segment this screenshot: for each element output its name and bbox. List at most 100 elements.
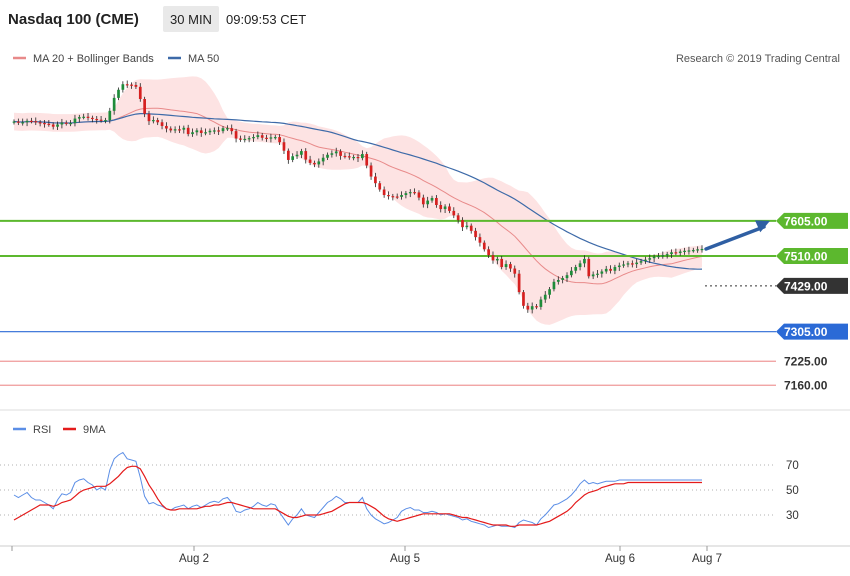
forecast-arrow-head [755,220,770,233]
candle-body [522,292,525,306]
candle-body [195,130,199,133]
candle-body [256,135,260,138]
candle-body [556,279,560,282]
candle-body [687,250,691,252]
candle-body [82,116,86,118]
rsi-legend-label: RSI [33,424,51,436]
candle-body [448,206,451,211]
candle-body [134,84,138,87]
candle-body [600,271,604,274]
candle-body [408,192,412,194]
level-tag-bg [776,277,848,294]
level-tag-label: 7510.00 [784,249,828,263]
candle-body [461,220,464,228]
level-tag-label: 7305.00 [784,325,828,339]
candle-body [491,255,495,261]
x-tick-label: Aug 7 [692,553,722,565]
candle-body [426,200,430,205]
candle-body [674,252,678,254]
candle-body [644,259,647,262]
candle-body [617,265,621,268]
candle-body [217,130,221,132]
candle-body [374,176,377,184]
candle-body [513,268,517,274]
header-time: 09:09:53 CET [226,12,306,27]
candle-body [99,119,103,121]
candle-body [182,127,186,130]
candle-body [178,129,181,131]
candle-body [391,196,395,198]
candle-body [639,261,643,263]
candle-body [230,128,234,132]
candle-body [369,165,373,177]
candle-body [343,155,347,158]
rsi-tick-label: 30 [786,510,799,522]
candle-body [112,97,116,111]
forecast-arrow [704,220,770,251]
level-tag-label: 7429.00 [784,279,828,293]
candle-body [169,128,173,131]
x-tick-label: Aug 6 [605,553,635,565]
candle-body [552,281,556,290]
rsi-line [13,451,702,529]
candle-body [443,206,447,210]
candle-body [199,130,203,133]
candle-body [295,154,299,157]
candle-body [456,215,460,221]
candle-body [609,268,612,271]
candle-body [361,154,364,159]
candle-body [404,193,408,196]
candle-body [382,189,386,196]
candle-body [413,192,416,194]
candle-body [252,137,255,139]
candle-body [613,267,617,271]
candle-body [604,268,608,272]
candle-body [34,121,38,123]
candle-body [578,263,582,268]
candle-body [221,128,225,132]
candle-body [439,205,443,210]
candle-body [191,132,194,135]
candle-body [626,263,630,265]
candle-body [487,249,490,256]
candle-body [121,84,125,90]
candle-body [247,138,251,140]
candle-body [17,121,20,123]
chart-header: Nasdaq 100 (CME) 30 MIN 09:09:53 CET [8,6,306,32]
candle-body [435,197,438,205]
candle-body [365,154,369,166]
rsi-lines [13,451,702,529]
candle-body [347,156,351,158]
candle-body [125,84,129,86]
candle-body [56,124,59,127]
candle-body [635,262,639,265]
candle-body [91,117,94,120]
timeframe-badge[interactable] [163,6,219,32]
rsi-legend: RSI 9MA [13,424,106,436]
candle-body [69,123,72,125]
candle-body [500,258,504,268]
ma50-line [13,113,703,270]
candlesticks [12,80,704,314]
candle-body [652,256,656,259]
candle-body [469,225,473,231]
candle-body [691,250,695,252]
candle-body [661,255,665,257]
candle-body [352,156,355,159]
candle-body [165,125,168,129]
level-label: 7225.00 [784,355,828,369]
candle-body [212,130,216,132]
candle-body [173,129,177,131]
candle-body [156,120,160,123]
candle-body [696,249,699,251]
candle-body [204,132,207,134]
candle-body [622,264,625,266]
rsi-tick-label: 70 [786,460,799,472]
candle-body [530,306,534,310]
candle-body [565,275,569,279]
candle-body [21,122,25,124]
candle-body [417,192,421,198]
candle-body [77,117,81,119]
candle-body [304,151,308,160]
